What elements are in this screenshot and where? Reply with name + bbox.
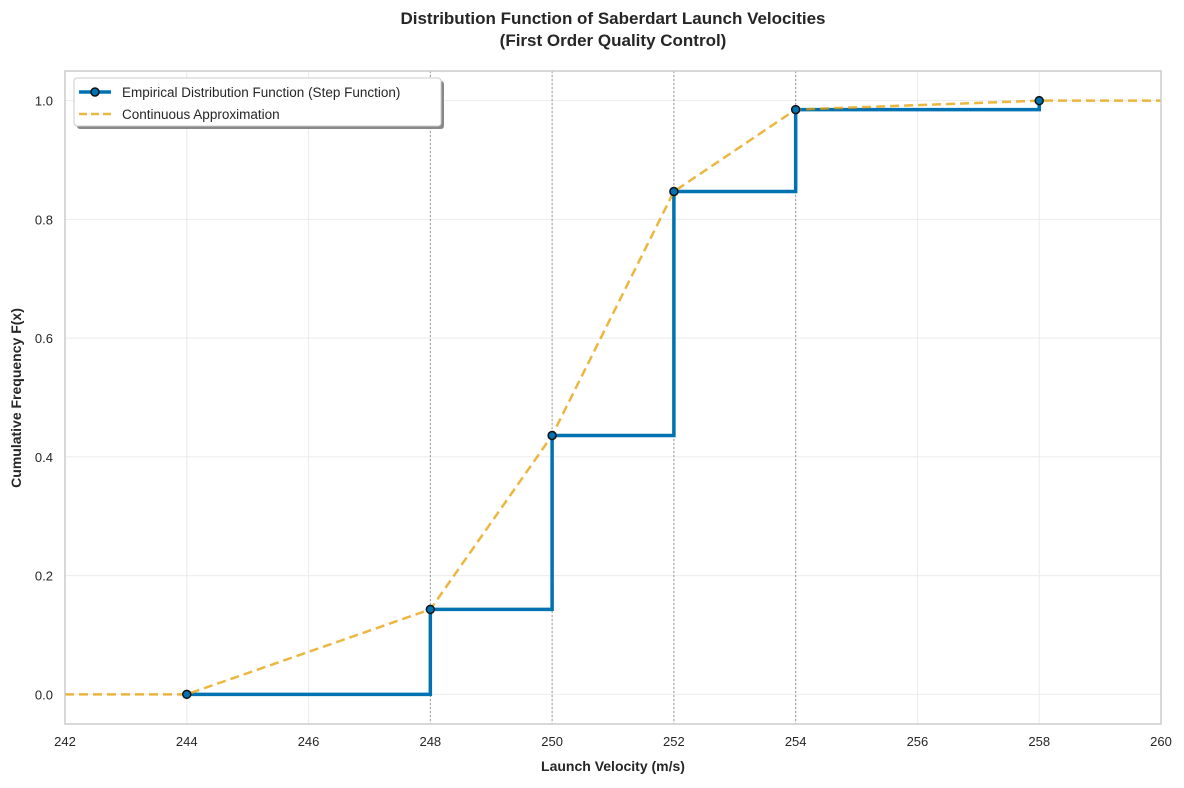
continuous-approximation-line	[65, 99, 1161, 696]
data-point-marker	[425, 604, 436, 615]
x-tick-label: 248	[419, 734, 441, 749]
data-point-marker	[182, 689, 192, 700]
x-tick-label: 246	[298, 734, 320, 749]
x-tick-label: 250	[541, 734, 563, 749]
data-point-marker	[547, 430, 557, 441]
data-point-marker	[669, 186, 679, 197]
empirical-step-line	[186, 100, 1041, 697]
x-tick-label: 256	[907, 734, 929, 749]
y-tick-label: 0.6	[35, 331, 53, 346]
y-tick-label: 0.4	[35, 450, 53, 465]
x-axis-label: Launch Velocity (m/s)	[541, 758, 685, 774]
x-tick-label: 258	[1028, 734, 1050, 749]
y-tick-label: 0.8	[35, 212, 53, 227]
y-tick-label: 0.0	[35, 687, 53, 702]
grid	[64, 71, 1162, 724]
series-group	[65, 95, 1161, 700]
plot-frame	[64, 70, 1162, 725]
x-tick-label: 244	[176, 734, 198, 749]
x-tick-label: 254	[785, 734, 807, 749]
x-tick-label: 242	[54, 734, 76, 749]
legend-marker-icon	[90, 87, 100, 97]
data-point-marker	[1034, 95, 1044, 106]
legend-label-continuous: Continuous Approximation	[122, 107, 280, 122]
chart-subtitle: (First Order Quality Control)	[500, 31, 727, 50]
legend: Empirical Distribution Function (Step Fu…	[73, 77, 444, 129]
legend-label-empirical: Empirical Distribution Function (Step Fu…	[122, 85, 400, 100]
y-axis-label: Cumulative Frequency F(x)	[8, 308, 24, 488]
chart-title: Distribution Function of Saberdart Launc…	[400, 9, 825, 28]
reference-lines	[429, 71, 797, 724]
y-tick-label: 0.2	[35, 569, 53, 584]
legend-box	[73, 77, 442, 127]
x-tick-label: 260	[1150, 734, 1172, 749]
y-ticks: 0.0 0.2 0.4 0.6 0.8 1.0	[35, 94, 53, 703]
y-tick-label: 1.0	[35, 94, 53, 109]
data-point-marker	[790, 104, 801, 115]
x-tick-label: 252	[663, 734, 685, 749]
x-ticks: 242 244 246 248 250 252 254 256 258 260	[54, 734, 1172, 749]
